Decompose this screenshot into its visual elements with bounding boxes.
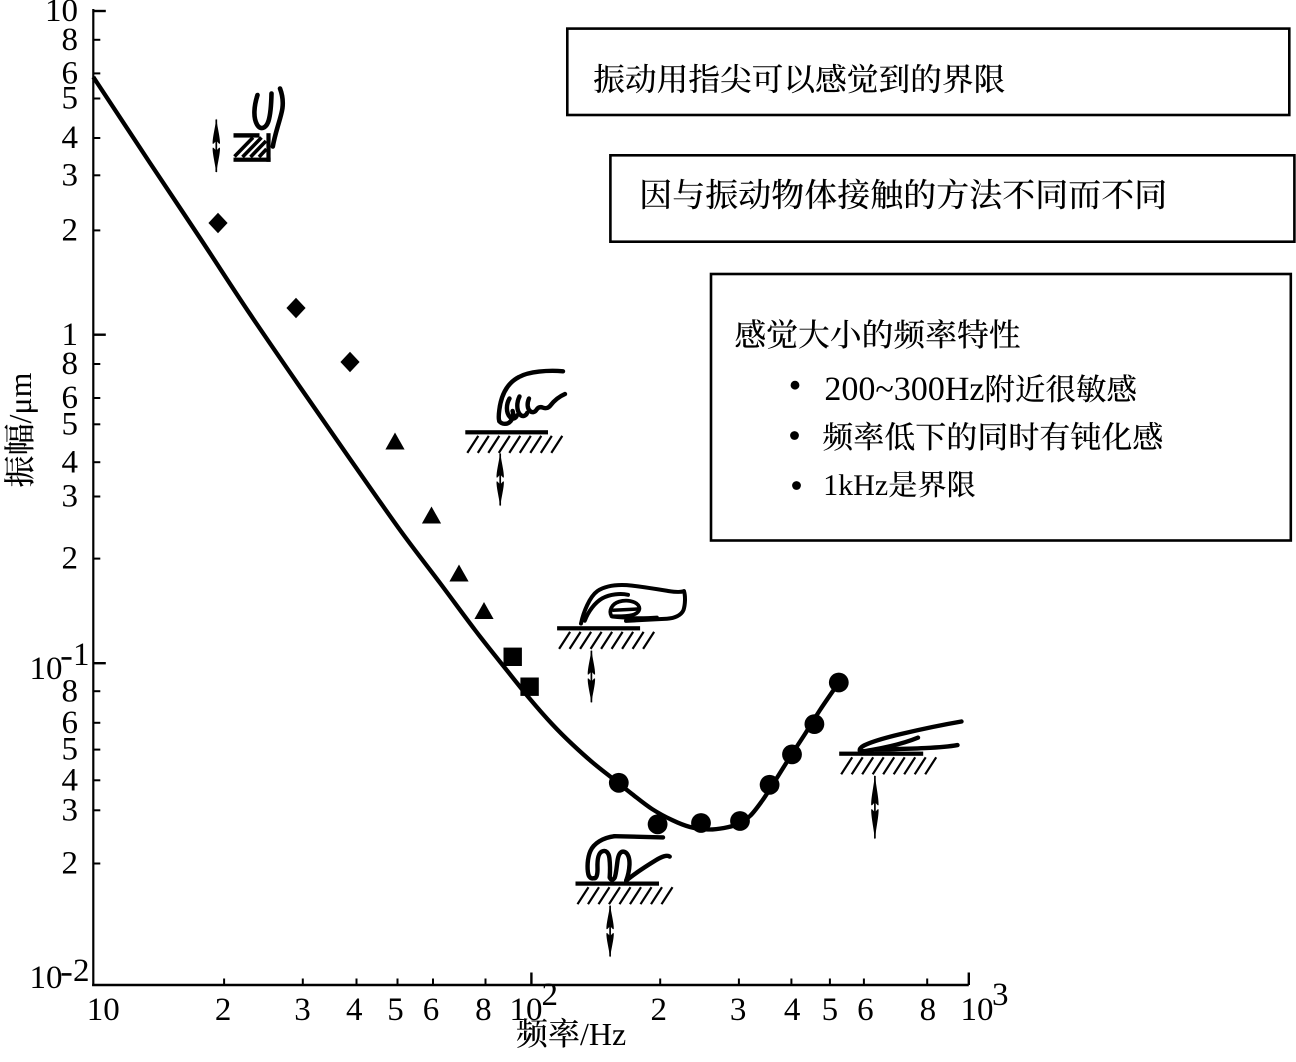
svg-text:8: 8 (475, 992, 492, 1028)
svg-text:2: 2 (62, 213, 79, 249)
svg-text:10: 10 (961, 992, 994, 1028)
svg-text:4: 4 (62, 120, 79, 156)
svg-text:4: 4 (62, 762, 79, 798)
svg-text:3: 3 (730, 992, 747, 1028)
svg-text:3: 3 (62, 157, 79, 193)
svg-text:5: 5 (62, 732, 79, 768)
svg-text:2: 2 (73, 953, 90, 989)
svg-text:5: 5 (62, 81, 79, 117)
svg-text:5: 5 (387, 992, 404, 1028)
svg-text:8: 8 (62, 673, 79, 709)
svg-text:4: 4 (784, 992, 801, 1028)
svg-text:8: 8 (62, 346, 79, 382)
svg-text:8: 8 (62, 22, 79, 58)
svg-text:5: 5 (62, 406, 79, 442)
svg-text:10: 10 (30, 960, 63, 996)
svg-text:10: 10 (30, 651, 63, 687)
svg-text:6: 6 (857, 992, 874, 1028)
svg-text:3: 3 (992, 977, 1009, 1013)
svg-text:3: 3 (294, 992, 311, 1028)
svg-text:8: 8 (920, 992, 937, 1028)
svg-text:1: 1 (73, 637, 90, 673)
svg-text:5: 5 (822, 992, 839, 1028)
svg-text:4: 4 (346, 992, 363, 1028)
svg-text:3: 3 (62, 479, 79, 515)
svg-text:2: 2 (542, 977, 559, 1013)
svg-text:2: 2 (62, 541, 79, 577)
svg-text:6: 6 (62, 380, 79, 416)
svg-text:3: 3 (62, 792, 79, 828)
svg-text:2: 2 (62, 846, 79, 882)
svg-text:6: 6 (423, 992, 440, 1028)
svg-text:2: 2 (215, 992, 232, 1028)
svg-text:10: 10 (87, 992, 120, 1028)
svg-text:1: 1 (62, 317, 79, 353)
svg-text:4: 4 (62, 444, 79, 480)
svg-text:6: 6 (62, 705, 79, 741)
svg-text:10: 10 (45, 0, 78, 29)
svg-text:6: 6 (62, 56, 79, 92)
svg-text:2: 2 (650, 992, 667, 1028)
